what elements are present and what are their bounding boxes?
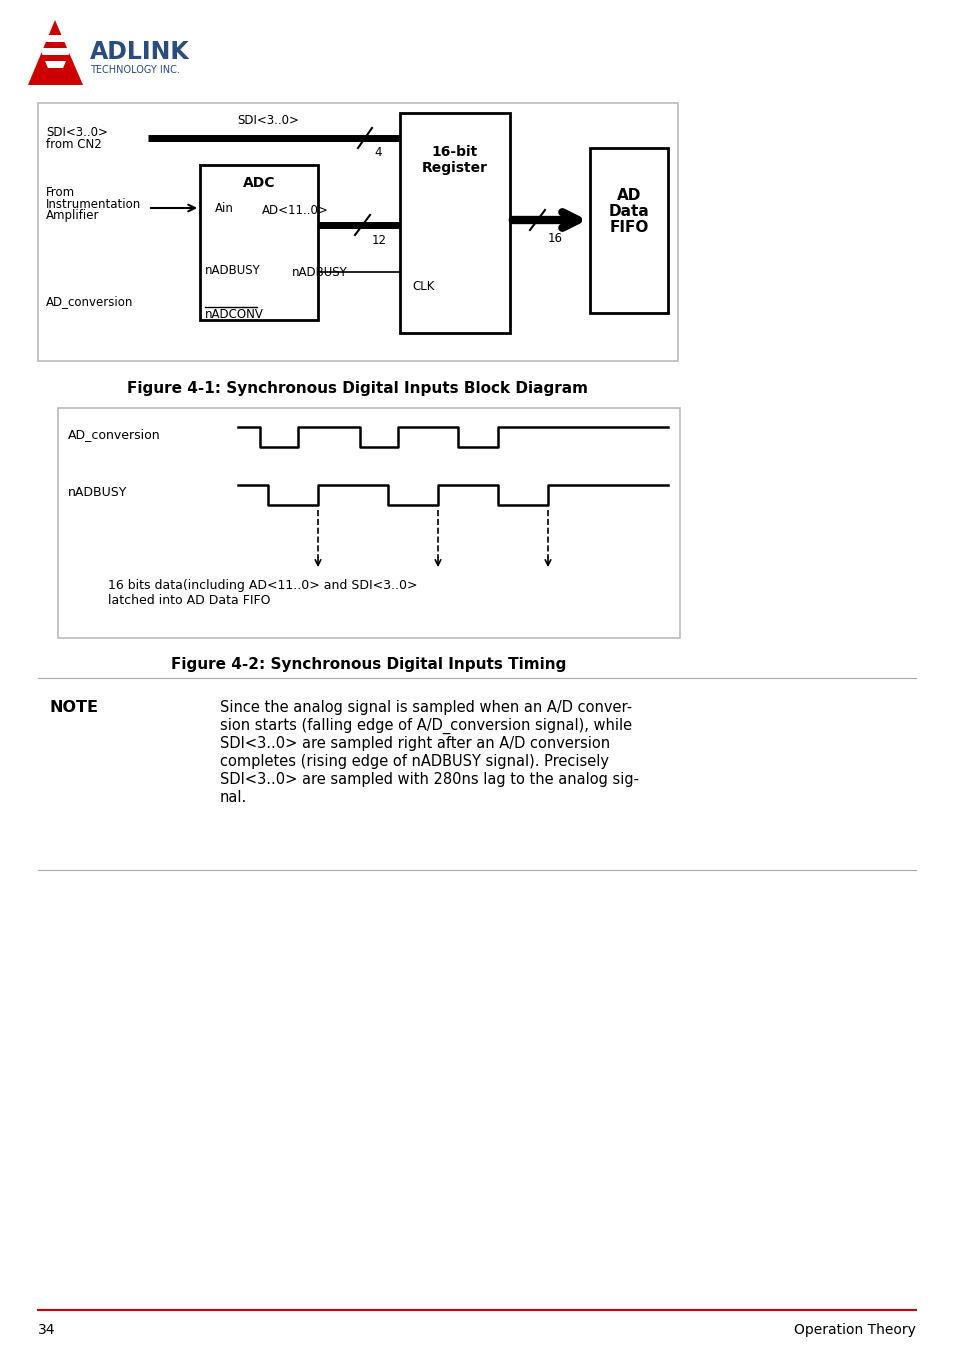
Text: Instrumentation: Instrumentation — [46, 197, 141, 211]
Text: AD_conversion: AD_conversion — [46, 296, 133, 308]
Text: Figure 4-2: Synchronous Digital Inputs Timing: Figure 4-2: Synchronous Digital Inputs T… — [172, 657, 566, 672]
Text: latched into AD Data FIFO: latched into AD Data FIFO — [108, 594, 271, 607]
Bar — [200, 165, 317, 320]
Text: 16: 16 — [547, 231, 562, 245]
Polygon shape — [28, 20, 83, 85]
Bar — [589, 147, 667, 314]
Text: CLK: CLK — [412, 280, 434, 293]
Text: NOTE: NOTE — [50, 700, 99, 715]
Text: 16 bits data(including AD<11..0> and SDI<3..0>: 16 bits data(including AD<11..0> and SDI… — [108, 579, 417, 592]
Bar — [399, 114, 510, 333]
Text: 12: 12 — [372, 234, 387, 246]
Text: 34: 34 — [38, 1324, 55, 1337]
Text: FIFO: FIFO — [609, 220, 648, 235]
Text: AD_conversion: AD_conversion — [68, 429, 160, 442]
Text: Data: Data — [608, 204, 649, 219]
Bar — [38, 103, 678, 361]
Text: 4: 4 — [374, 146, 381, 158]
Polygon shape — [45, 61, 66, 68]
Polygon shape — [40, 49, 71, 55]
Text: Operation Theory: Operation Theory — [793, 1324, 915, 1337]
Text: From: From — [46, 185, 75, 199]
Text: SDI<3..0> are sampled with 280ns lag to the analog sig-: SDI<3..0> are sampled with 280ns lag to … — [220, 772, 639, 787]
Polygon shape — [34, 35, 76, 42]
Text: ADC: ADC — [242, 176, 275, 191]
Text: Since the analog signal is sampled when an A/D conver-: Since the analog signal is sampled when … — [220, 700, 632, 715]
Text: nal.: nal. — [220, 790, 247, 804]
Text: nADBUSY: nADBUSY — [292, 265, 348, 279]
Text: TECHNOLOGY INC.: TECHNOLOGY INC. — [90, 65, 180, 74]
Text: nADBUSY: nADBUSY — [205, 264, 260, 277]
Text: nADBUSY: nADBUSY — [68, 487, 128, 499]
Text: ADLINK: ADLINK — [90, 41, 190, 64]
Text: Ain: Ain — [214, 201, 233, 215]
Text: 16-bit: 16-bit — [432, 145, 477, 160]
Text: sion starts (falling edge of A/D_conversion signal), while: sion starts (falling edge of A/D_convers… — [220, 718, 632, 734]
Text: AD: AD — [617, 188, 640, 204]
Text: Amplifier: Amplifier — [46, 210, 99, 223]
Text: Register: Register — [421, 161, 488, 174]
Text: nADCONV: nADCONV — [205, 308, 264, 322]
Text: Figure 4-1: Synchronous Digital Inputs Block Diagram: Figure 4-1: Synchronous Digital Inputs B… — [128, 381, 588, 396]
Text: from CN2: from CN2 — [46, 138, 102, 151]
Text: AD<11..0>: AD<11..0> — [261, 204, 328, 216]
Text: completes (rising edge of nADBUSY signal). Precisely: completes (rising edge of nADBUSY signal… — [220, 754, 608, 769]
Text: SDI<3..0> are sampled right after an A/D conversion: SDI<3..0> are sampled right after an A/D… — [220, 735, 610, 750]
Bar — [58, 408, 679, 638]
Text: SDI<3..0>: SDI<3..0> — [236, 114, 298, 127]
Text: SDI<3..0>: SDI<3..0> — [46, 126, 108, 138]
